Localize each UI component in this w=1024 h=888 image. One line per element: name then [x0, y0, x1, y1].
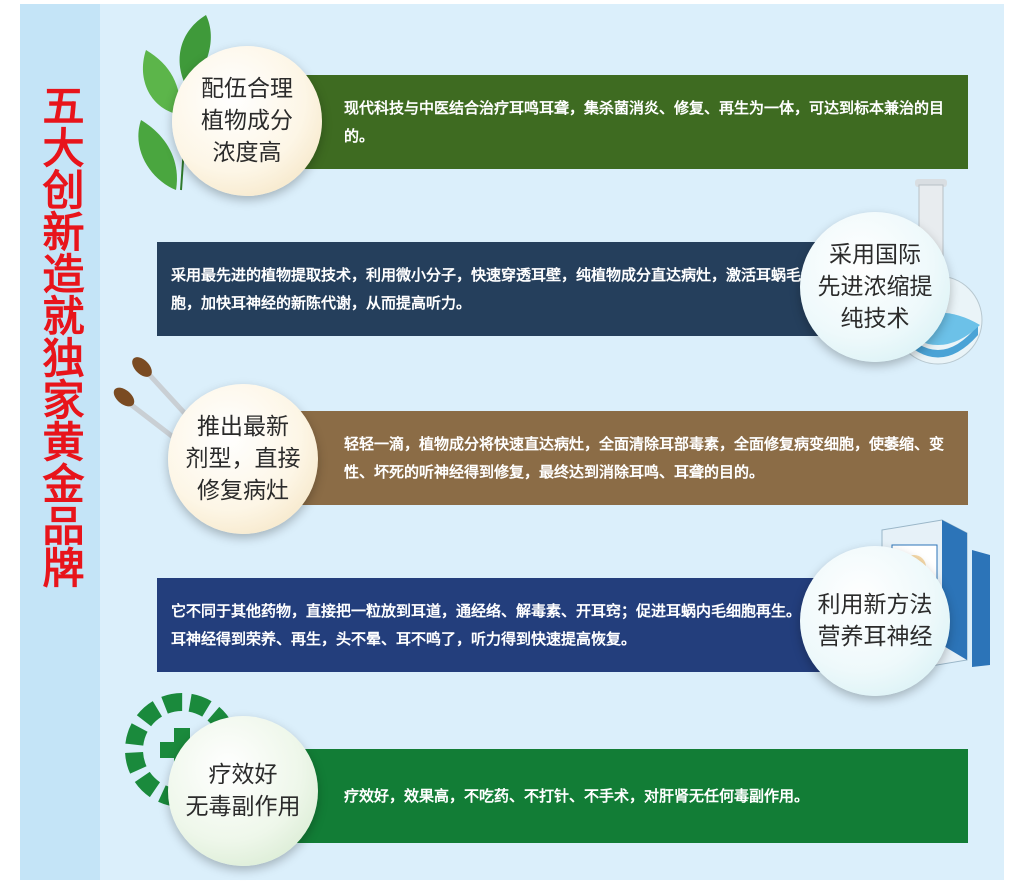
- item-4-line-1: 利用新方法: [817, 592, 933, 618]
- item-1-text: 现代科技与中医结合治疗耳鸣耳聋，集杀菌消炎、修复、再生为一体，可达到标本兼治的目…: [344, 99, 945, 145]
- item-5-text: 疗效好，效果高，不吃药、不打针、不手术，对肝肾无任何毒副作用。: [344, 787, 810, 805]
- item-2-text: 采用最先进的植物提取技术，利用微小分子，快速穿透耳壁，纯植物成分直达病灶，激活耳…: [171, 266, 817, 312]
- item-5-bar: 疗效好，效果高，不吃药、不打针、不手术，对肝肾无任何毒副作用。: [240, 749, 968, 843]
- side-panel: 五大创新造就独家黄金品牌: [20, 4, 100, 880]
- item-5-line-1: 疗效好: [208, 762, 278, 788]
- item-1-bar: 现代科技与中医结合治疗耳鸣耳聋，集杀菌消炎、修复、再生为一体，可达到标本兼治的目…: [240, 75, 968, 169]
- item-3-circle: 推出最新 剂型，直接 修复病灶: [168, 384, 318, 534]
- item-4-circle: 利用新方法 营养耳神经: [800, 546, 950, 696]
- item-3-bar: 轻轻一滴，植物成分将快速直达病灶，全面清除耳部毒素，全面修复病变细胞，使萎缩、变…: [240, 411, 968, 505]
- item-2-line-3: 纯技术: [840, 306, 910, 332]
- side-title-text: 五大创新造就独家黄金品牌: [36, 84, 85, 588]
- item-2-circle: 采用国际 先进浓缩提 纯技术: [800, 212, 950, 362]
- item-4-line-2: 营养耳神经: [817, 624, 933, 650]
- item-1-line-3: 浓度高: [212, 140, 282, 166]
- item-3-line-3: 修复病灶: [197, 478, 289, 504]
- item-5-line-2: 无毒副作用: [185, 794, 301, 820]
- item-2-line-2: 先进浓缩提: [817, 274, 933, 300]
- item-3-line-1: 推出最新: [197, 414, 289, 440]
- item-1-line-2: 植物成分: [201, 108, 293, 134]
- item-2-bar: 采用最先进的植物提取技术，利用微小分子，快速穿透耳壁，纯植物成分直达病灶，激活耳…: [157, 242, 892, 336]
- item-1-line-1: 配伍合理: [201, 76, 293, 102]
- item-4-text: 它不同于其他药物，直接把一粒放到耳道，通经络、解毒素、开耳窍；促进耳蜗内毛细胞再…: [171, 602, 817, 648]
- item-4-bar: 它不同于其他药物，直接把一粒放到耳道，通经络、解毒素、开耳窍；促进耳蜗内毛细胞再…: [157, 578, 887, 672]
- item-1-circle: 配伍合理 植物成分 浓度高: [172, 46, 322, 196]
- item-5-circle: 疗效好 无毒副作用: [168, 716, 318, 866]
- side-title: 五大创新造就独家黄金品牌: [20, 84, 100, 804]
- item-2-line-1: 采用国际: [829, 242, 921, 268]
- item-3-line-2: 剂型，直接: [185, 446, 301, 472]
- item-3-text: 轻轻一滴，植物成分将快速直达病灶，全面清除耳部毒素，全面修复病变细胞，使萎缩、变…: [344, 435, 945, 481]
